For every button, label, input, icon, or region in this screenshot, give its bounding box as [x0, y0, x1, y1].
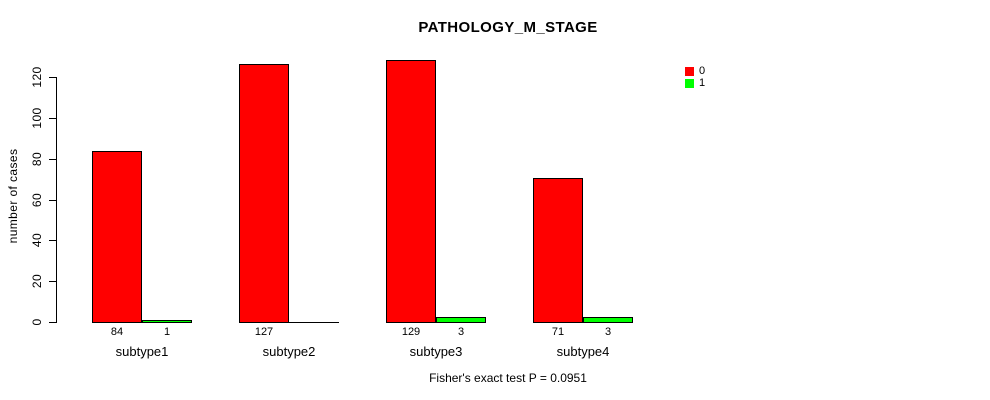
y-tick-80	[49, 159, 56, 160]
y-tick-label-80: 80	[30, 151, 44, 167]
bar-value-label-0-subtype2: 127	[254, 326, 274, 338]
y-tick-label-60: 60	[30, 192, 44, 208]
y-tick-40	[49, 240, 56, 241]
y-tick-0	[49, 322, 56, 323]
bar-1-subtype1	[142, 320, 192, 323]
legend-item-1: 1	[685, 77, 706, 89]
bar-1-subtype4	[583, 317, 633, 323]
bar-value-label-1-subtype4: 3	[604, 326, 612, 338]
y-tick-label-0: 0	[30, 318, 44, 326]
legend: 0 1	[685, 66, 705, 90]
x-category-label-subtype4: subtype4	[556, 344, 610, 359]
y-tick-label-40: 40	[30, 232, 44, 248]
y-axis-line	[56, 77, 57, 323]
y-tick-label-20: 20	[30, 273, 44, 289]
legend-swatch-red	[685, 66, 694, 76]
bar-1-subtype3	[436, 317, 486, 323]
fisher-test-annotation: Fisher's exact test P = 0.0951	[429, 371, 587, 385]
chart-title: PATHOLOGY_M_STAGE	[418, 19, 598, 36]
x-category-label-subtype2: subtype2	[262, 344, 316, 359]
bar-value-label-1-subtype1: 1	[163, 326, 171, 338]
y-tick-label-100: 100	[30, 107, 44, 129]
bar-value-label-0-subtype4: 71	[551, 326, 565, 338]
y-tick-100	[49, 118, 56, 119]
bar-0-subtype4	[533, 178, 583, 323]
y-tick-20	[49, 281, 56, 282]
x-category-label-subtype1: subtype1	[115, 344, 169, 359]
y-tick-label-120: 120	[30, 66, 44, 88]
legend-item-0: 0	[685, 65, 706, 77]
y-tick-120	[49, 77, 56, 78]
x-category-label-subtype3: subtype3	[409, 344, 463, 359]
bar-0-subtype2	[239, 64, 289, 323]
legend-label-0: 0	[699, 65, 706, 77]
y-axis-title: number of cases	[6, 148, 20, 244]
bar-value-label-0-subtype3: 129	[401, 326, 421, 338]
x-axis-baseline-subtype2	[239, 322, 339, 323]
legend-label-1: 1	[699, 77, 706, 89]
y-tick-60	[49, 200, 56, 201]
bar-0-subtype1	[92, 151, 142, 323]
bar-0-subtype3	[386, 60, 436, 323]
bar-value-label-1-subtype3: 3	[457, 326, 465, 338]
legend-swatch-green	[685, 78, 694, 88]
bar-value-label-0-subtype1: 84	[110, 326, 124, 338]
